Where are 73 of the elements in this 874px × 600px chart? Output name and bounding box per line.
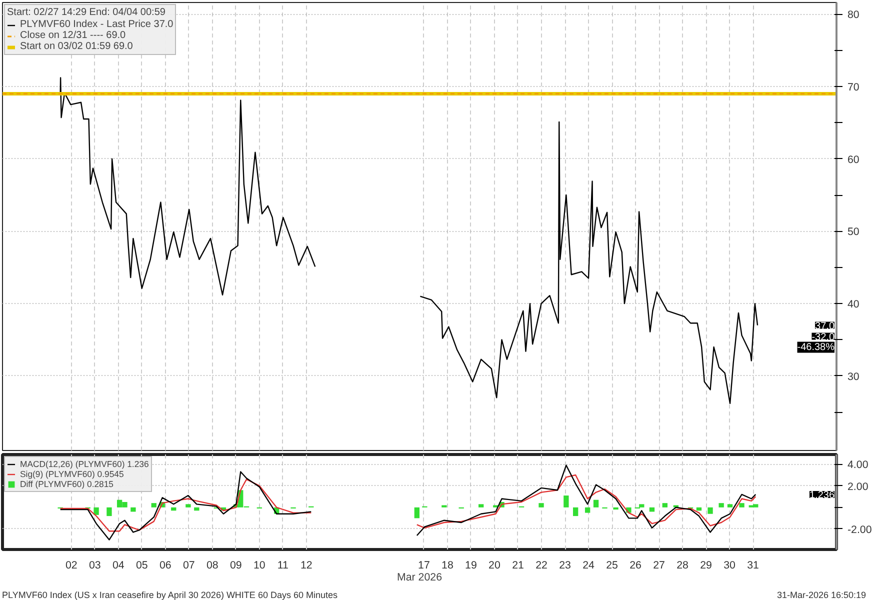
x-tick-label: 20 [488, 560, 500, 572]
legend-label: MACD(12,26) (PLYMVF60) 1.236 [20, 459, 149, 469]
annotation: 1.236 [809, 490, 835, 501]
bar [538, 503, 544, 508]
x-tick-label: 25 [606, 560, 618, 572]
bar [639, 504, 644, 508]
bar [584, 507, 590, 513]
x-tick-label: 10 [253, 560, 266, 572]
y-tick-label: 70 [848, 81, 860, 94]
y-tick-label: 80 [848, 9, 860, 22]
x-tick-label: 12 [300, 560, 312, 572]
bar [414, 507, 420, 518]
bar [613, 507, 618, 510]
x-tick-label: 05 [136, 560, 148, 572]
x-tick-label: 27 [653, 560, 666, 572]
bar [171, 507, 176, 511]
legend-title: Start: 02/27 14:29 End: 04/04 00:59 [7, 7, 166, 18]
annotation: 37.0 [815, 320, 835, 332]
bar [593, 500, 599, 508]
bar [194, 507, 200, 511]
y-tick-label: 4.00 [848, 459, 868, 472]
bar [130, 507, 136, 512]
legend-label: Sig(9) (PLYMVF60) 0.9545 [20, 469, 124, 479]
bar [662, 503, 668, 508]
bar [727, 504, 733, 508]
x-tick-label: 28 [676, 560, 689, 572]
x-tick-label: 29 [700, 560, 712, 572]
y-tick-label: 30 [848, 370, 860, 383]
legend-label: Close on 12/31 ---- 69.0 [20, 30, 126, 41]
bar [753, 504, 758, 508]
bar [649, 507, 655, 512]
x-tick-label: 09 [230, 560, 242, 572]
x-tick-label: 22 [536, 560, 548, 572]
legend-label: PLYMVF60 Index - Last Price 37.0 [20, 19, 174, 30]
x-tick-label: 23 [559, 560, 572, 572]
bar [696, 507, 702, 511]
bar [708, 507, 713, 514]
x-tick-label: 02 [65, 560, 78, 572]
x-tick-label: 08 [206, 560, 218, 572]
bar [186, 504, 191, 508]
x-tick-label: 31 [747, 560, 760, 572]
y-tick-label: -2.00 [848, 524, 872, 536]
bar [478, 504, 484, 508]
annotation: -32.0 [812, 332, 835, 343]
bar [718, 503, 724, 508]
x-tick-label: 11 [277, 560, 289, 572]
x-tick-label: 06 [159, 560, 172, 572]
legend-label: Start on 03/02 01:59 69.0 [20, 41, 133, 52]
y-tick-label: 2.00 [848, 480, 868, 493]
x-tick-label: 26 [630, 560, 642, 572]
bar [564, 496, 569, 508]
bar [94, 507, 99, 515]
text: PLYMVF60 Index (US x Iran ceasefire by April 30 2026) WHITE 60 Days 60 Minutes [2, 589, 338, 600]
x-tick-label: 17 [418, 560, 430, 572]
y-tick-label: 50 [848, 226, 860, 238]
bar [739, 503, 744, 508]
x-tick-label: 18 [442, 560, 454, 572]
bar [151, 503, 156, 508]
x-tick-label: 21 [512, 560, 524, 572]
y-tick-label: 60 [848, 154, 860, 166]
x-tick-label: 24 [582, 560, 595, 572]
x-tick-label: 07 [182, 560, 195, 572]
legend-label: Diff (PLYMVF60) 0.2815 [20, 479, 114, 489]
bar [106, 507, 112, 516]
x-tick-label: 03 [88, 560, 101, 572]
x-axis-title: Mar 2026 [396, 572, 442, 584]
y-tick-label: 40 [848, 298, 860, 311]
x-tick-label: 04 [112, 560, 124, 572]
text: 31-Mar-2026 16:50:19 [776, 589, 866, 600]
x-tick-label: 30 [724, 560, 736, 572]
annotation: -46.38% [797, 342, 835, 353]
x-tick-label: 19 [465, 560, 477, 572]
bar [572, 507, 578, 516]
